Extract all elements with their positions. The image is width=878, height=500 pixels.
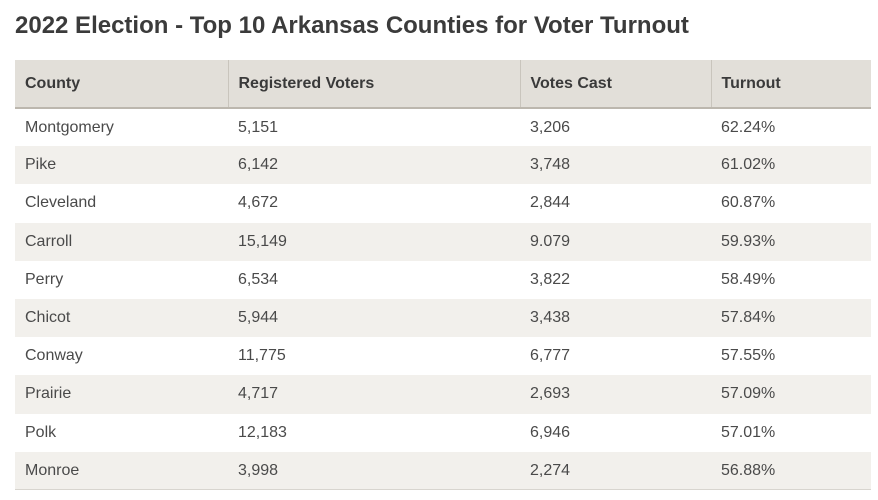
cell-votes-cast: 6,777 bbox=[520, 337, 711, 376]
table-row: Montgomery 5,151 3,206 62.24% bbox=[15, 108, 871, 147]
table-row: Perry 6,534 3,822 58.49% bbox=[15, 260, 871, 299]
cell-turnout: 56.88% bbox=[711, 451, 871, 491]
table-header: County Registered Voters Votes Cast Turn… bbox=[15, 60, 871, 109]
column-header-votes-cast: Votes Cast bbox=[519, 60, 711, 109]
table-body: Montgomery 5,151 3,206 62.24% Pike 6,142… bbox=[15, 108, 871, 491]
cell-registered-voters: 11,775 bbox=[228, 337, 520, 376]
table-row: Conway 11,775 6,777 57.55% bbox=[15, 337, 871, 376]
cell-turnout: 57.84% bbox=[711, 298, 871, 338]
cell-votes-cast: 9.079 bbox=[520, 222, 711, 261]
page-title: 2022 Election - Top 10 Arkansas Counties… bbox=[15, 12, 689, 39]
cell-county: Chicot bbox=[15, 298, 228, 338]
turnout-table-container: County Registered Voters Votes Cast Turn… bbox=[15, 60, 871, 491]
cell-registered-voters: 6,534 bbox=[228, 260, 520, 299]
cell-registered-voters: 3,998 bbox=[228, 451, 520, 491]
cell-county: Perry bbox=[15, 260, 228, 299]
cell-votes-cast: 6,946 bbox=[520, 413, 711, 452]
cell-registered-voters: 4,717 bbox=[228, 375, 520, 414]
cell-turnout: 59.93% bbox=[711, 222, 871, 261]
cell-turnout: 60.87% bbox=[711, 184, 871, 223]
cell-turnout: 57.01% bbox=[711, 413, 871, 452]
cell-votes-cast: 3,438 bbox=[520, 298, 711, 338]
cell-county: Carroll bbox=[15, 222, 228, 261]
table-row: Monroe 3,998 2,274 56.88% bbox=[15, 451, 871, 491]
cell-turnout: 61.02% bbox=[711, 146, 871, 185]
cell-county: Montgomery bbox=[15, 108, 228, 147]
cell-county: Conway bbox=[15, 337, 228, 376]
cell-county: Prairie bbox=[15, 375, 228, 414]
table-row: Prairie 4,717 2,693 57.09% bbox=[15, 375, 871, 414]
table-row: Cleveland 4,672 2,844 60.87% bbox=[15, 184, 871, 223]
cell-votes-cast: 2,844 bbox=[520, 184, 711, 223]
cell-registered-voters: 5,944 bbox=[228, 298, 520, 338]
table-row: Chicot 5,944 3,438 57.84% bbox=[15, 298, 871, 338]
cell-votes-cast: 3,822 bbox=[520, 260, 711, 299]
column-header-turnout: Turnout bbox=[710, 60, 871, 109]
cell-votes-cast: 3,748 bbox=[520, 146, 711, 185]
header-row: County Registered Voters Votes Cast Turn… bbox=[15, 60, 871, 109]
cell-registered-voters: 12,183 bbox=[228, 413, 520, 452]
turnout-table: County Registered Voters Votes Cast Turn… bbox=[15, 60, 871, 491]
cell-turnout: 62.24% bbox=[711, 108, 871, 147]
cell-county: Cleveland bbox=[15, 184, 228, 223]
cell-votes-cast: 3,206 bbox=[520, 108, 711, 147]
table-row: Pike 6,142 3,748 61.02% bbox=[15, 146, 871, 185]
column-header-registered-voters: Registered Voters bbox=[227, 60, 520, 109]
table-row: Polk 12,183 6,946 57.01% bbox=[15, 413, 871, 452]
column-header-county: County bbox=[15, 60, 228, 109]
cell-registered-voters: 6,142 bbox=[228, 146, 520, 185]
cell-registered-voters: 5,151 bbox=[228, 108, 520, 147]
cell-county: Polk bbox=[15, 413, 228, 452]
cell-registered-voters: 15,149 bbox=[228, 222, 520, 261]
cell-county: Monroe bbox=[15, 451, 228, 491]
cell-turnout: 58.49% bbox=[711, 260, 871, 299]
cell-turnout: 57.55% bbox=[711, 337, 871, 376]
cell-turnout: 57.09% bbox=[711, 375, 871, 414]
cell-votes-cast: 2,274 bbox=[520, 451, 711, 491]
cell-county: Pike bbox=[15, 146, 228, 185]
cell-votes-cast: 2,693 bbox=[520, 375, 711, 414]
table-row: Carroll 15,149 9.079 59.93% bbox=[15, 222, 871, 261]
cell-registered-voters: 4,672 bbox=[228, 184, 520, 223]
